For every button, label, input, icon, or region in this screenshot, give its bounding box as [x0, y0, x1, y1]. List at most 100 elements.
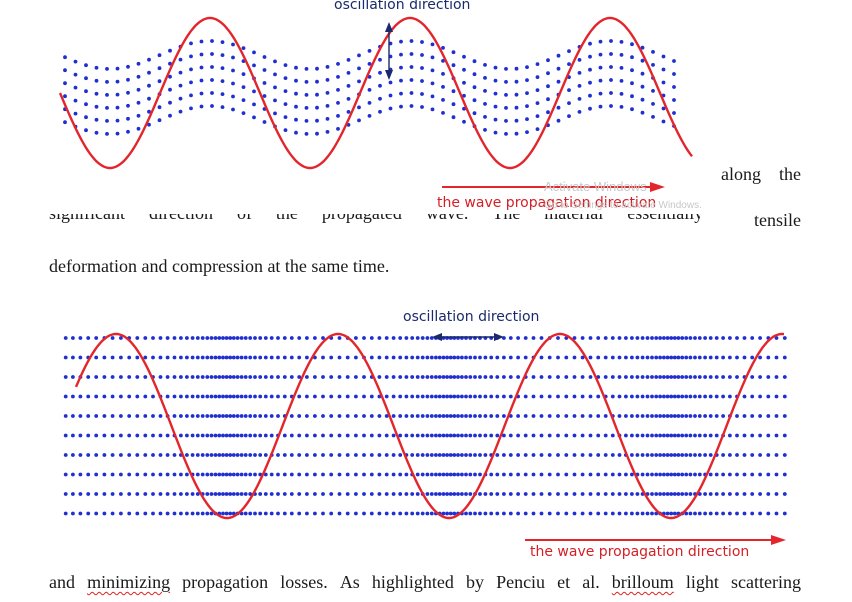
particle-dot [325, 91, 330, 95]
particle-dot [228, 355, 233, 360]
particle-dot [110, 394, 115, 399]
particle-dot [415, 511, 420, 516]
particle-dot [321, 414, 325, 418]
particle-dot [429, 375, 434, 379]
particle-dot [243, 453, 248, 457]
particle-dot [640, 336, 645, 340]
particle-dot [94, 511, 99, 516]
particle-dot [305, 453, 309, 457]
particle-dot [345, 472, 350, 477]
particle-dot [209, 375, 214, 379]
particle-dot [289, 336, 294, 340]
particle-dot [200, 433, 205, 438]
particle-dot [263, 375, 268, 379]
particle-dot [645, 355, 650, 360]
particle-dot [564, 453, 569, 457]
particle-dot [758, 433, 762, 438]
particle-dot [456, 394, 460, 399]
particle-dot [377, 355, 382, 360]
particle-dot [676, 355, 681, 360]
particle-dot [151, 433, 155, 438]
particle-dot [531, 414, 536, 418]
particle-dot [367, 114, 372, 118]
particle-dot [742, 453, 747, 457]
particle-dot [624, 433, 628, 438]
particle-dot [610, 472, 615, 477]
particle-dot [248, 453, 253, 457]
particle-dot [635, 375, 640, 379]
particle-dot [766, 492, 771, 496]
particle-dot [391, 414, 396, 418]
particle-dot [508, 336, 513, 340]
particle-dot [115, 131, 120, 136]
particle-dot [635, 433, 640, 438]
particle-dot [420, 511, 425, 516]
particle-dot [430, 55, 435, 60]
particle-dot [239, 433, 244, 438]
particle-dot [377, 511, 382, 516]
particle-dot [276, 394, 280, 399]
particle-dot [179, 511, 183, 516]
particle-dot [654, 355, 659, 360]
particle-dot [624, 375, 628, 379]
particle-dot [665, 453, 670, 457]
particle-dot [688, 511, 693, 516]
particle-dot [71, 375, 75, 379]
particle-dot [168, 113, 172, 118]
particle-dot [289, 492, 294, 496]
particle-dot [224, 375, 229, 379]
particle-dot [415, 355, 420, 360]
particle-dot [420, 472, 425, 477]
particle-dot [564, 472, 569, 477]
particle-dot [464, 472, 468, 477]
particle-dot [147, 70, 151, 75]
particle-dot [388, 106, 393, 111]
particle-dot [580, 336, 585, 340]
particle-dot [735, 414, 739, 418]
particle-dot [456, 375, 460, 379]
particle-dot [377, 336, 382, 340]
particle-dot [168, 74, 172, 79]
particle-dot [151, 336, 155, 340]
particle-dot [473, 355, 477, 360]
particle-dot [221, 511, 225, 516]
particle-dot [489, 492, 494, 496]
particle-dot [598, 104, 603, 109]
particle-dot [105, 106, 109, 110]
particle-dot [157, 79, 162, 84]
particle-dot [654, 375, 659, 379]
particle-dot [473, 453, 477, 457]
particle-dot [205, 414, 210, 418]
particle-dot [136, 113, 141, 118]
particle-dot [263, 433, 268, 438]
particle-dot [630, 107, 634, 112]
particle-dot [228, 453, 233, 457]
particle-dot [294, 78, 298, 83]
particle-dot [78, 336, 83, 340]
particle-dot [239, 375, 244, 379]
particle-dot [248, 355, 253, 360]
particle-dot [546, 58, 550, 63]
particle-dot [452, 472, 457, 477]
particle-dot [228, 511, 233, 516]
particle-dot [248, 472, 253, 477]
particle-dot [329, 355, 334, 360]
particle-dot [63, 375, 68, 379]
particle-dot [661, 80, 666, 85]
particle-dot [210, 91, 214, 95]
particle-dot [210, 52, 214, 56]
particle-dot [464, 375, 468, 379]
particle-dot [596, 472, 601, 477]
particle-dot [362, 375, 366, 379]
particle-dot [195, 511, 200, 516]
particle-dot [362, 414, 366, 418]
particle-dot [630, 81, 634, 86]
particle-dot [495, 511, 500, 516]
particle-dot [158, 472, 163, 477]
particle-dot [489, 375, 494, 379]
particle-dot [758, 336, 762, 340]
particle-dot [617, 472, 622, 477]
particle-dot [662, 394, 666, 399]
particle-dot [676, 433, 681, 438]
particle-dot [473, 433, 477, 438]
